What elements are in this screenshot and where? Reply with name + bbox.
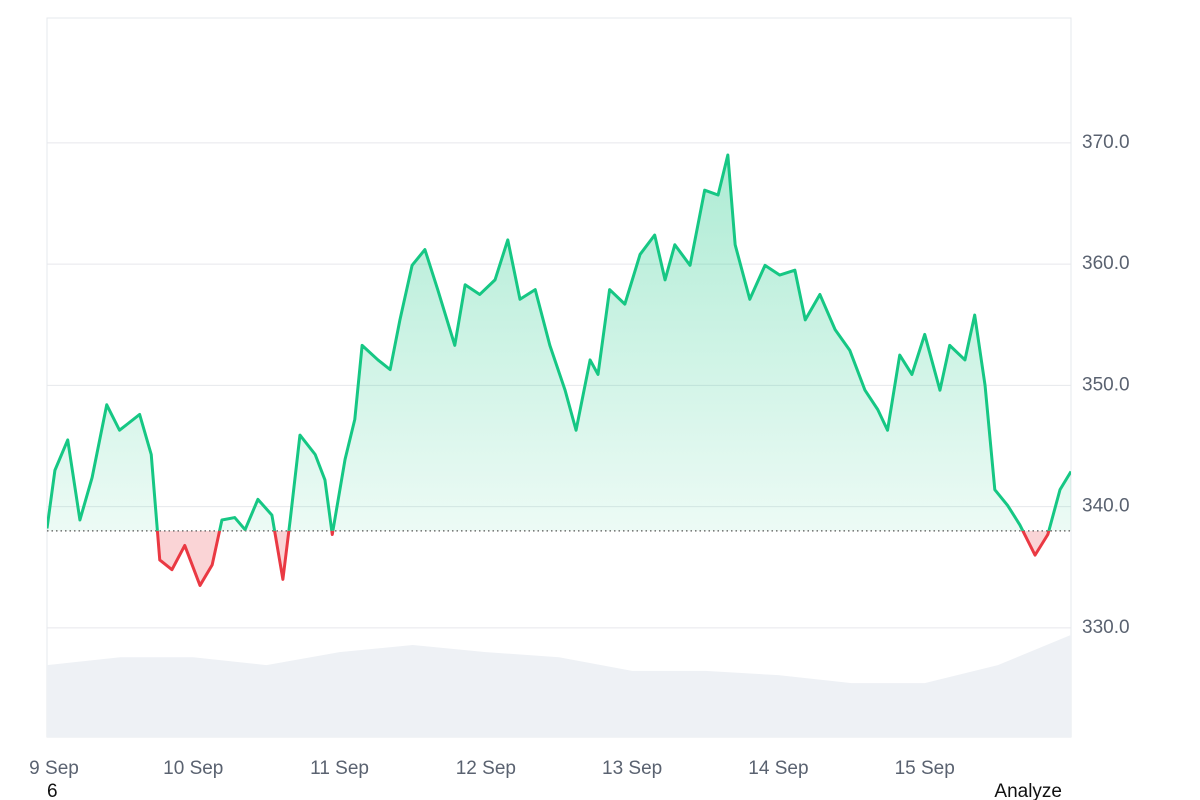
x-tick-label: 15 Sep	[895, 758, 955, 779]
x-tick-label: 13 Sep	[602, 758, 662, 779]
volume-area	[47, 634, 1071, 737]
y-tick-label: 370.0	[1082, 132, 1130, 153]
footer-left: 6	[47, 781, 58, 800]
footer-right[interactable]: Analyze	[994, 781, 1062, 800]
price-line-below	[155, 530, 1051, 587]
y-tick-label: 340.0	[1082, 496, 1130, 517]
x-tick-label: 11 Sep	[310, 758, 369, 779]
x-tick-label: 10 Sep	[163, 758, 223, 779]
y-tick-label: 360.0	[1082, 253, 1130, 274]
x-tick-label: 14 Sep	[748, 758, 808, 779]
x-tick-label: 12 Sep	[456, 758, 516, 779]
area-above	[47, 155, 1071, 531]
x-tick-label: 9 Sep	[29, 758, 79, 779]
price-line-above	[47, 153, 1071, 531]
y-tick-label: 330.0	[1082, 617, 1130, 638]
y-tick-label: 350.0	[1082, 374, 1130, 395]
